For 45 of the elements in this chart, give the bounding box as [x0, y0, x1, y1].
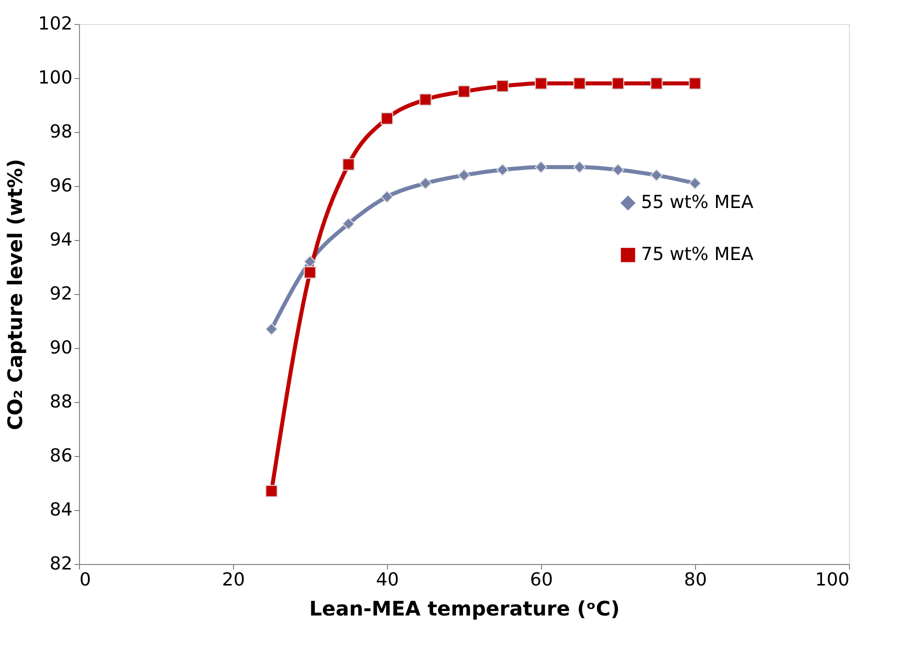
y-tick-label: 98 — [50, 122, 72, 142]
x-axis-title: Lean-MEA temperature (ᵒC) — [309, 596, 620, 620]
x-tick-label: 20 — [222, 570, 245, 590]
x-tick-label: 100 — [815, 570, 850, 590]
point — [650, 77, 663, 90]
point — [419, 177, 432, 190]
point — [573, 77, 586, 90]
y-tick-label: 92 — [50, 284, 72, 304]
point — [304, 266, 316, 279]
point — [534, 160, 548, 174]
point — [688, 77, 702, 90]
y-tick-label: 90 — [50, 338, 72, 358]
y-tick-label: 96 — [50, 176, 72, 196]
point — [534, 77, 548, 90]
legend-label: 75 wt% MEA — [641, 244, 754, 265]
y-tick-label: 94 — [50, 230, 72, 250]
point — [265, 322, 278, 336]
point — [573, 160, 586, 174]
y-tick-label: 100 — [38, 68, 72, 88]
point — [688, 177, 702, 190]
point — [342, 158, 355, 171]
point — [458, 85, 470, 98]
point — [419, 93, 432, 106]
point — [342, 218, 355, 230]
legend-label: 55 wt% MEA — [641, 192, 754, 213]
point — [265, 484, 278, 498]
x-tick-label: 40 — [376, 570, 399, 590]
point — [496, 80, 509, 92]
y-tick-label: 102 — [38, 14, 72, 34]
point — [380, 112, 394, 125]
point — [612, 77, 624, 90]
x-tick-label: 80 — [684, 570, 707, 590]
point — [458, 169, 470, 182]
point — [496, 164, 509, 176]
point — [304, 255, 316, 268]
point — [380, 190, 394, 203]
point — [650, 169, 663, 182]
x-tick-label: 0 — [80, 570, 91, 590]
y-tick-label: 88 — [50, 392, 72, 412]
y-tick-label: 84 — [50, 500, 72, 520]
y-tick-label: 82 — [50, 554, 72, 574]
y-axis-title: CO₂ Capture level (wt%) — [3, 158, 28, 430]
x-tick-label: 60 — [530, 570, 553, 590]
point — [612, 164, 624, 176]
y-tick-label: 86 — [50, 446, 72, 466]
